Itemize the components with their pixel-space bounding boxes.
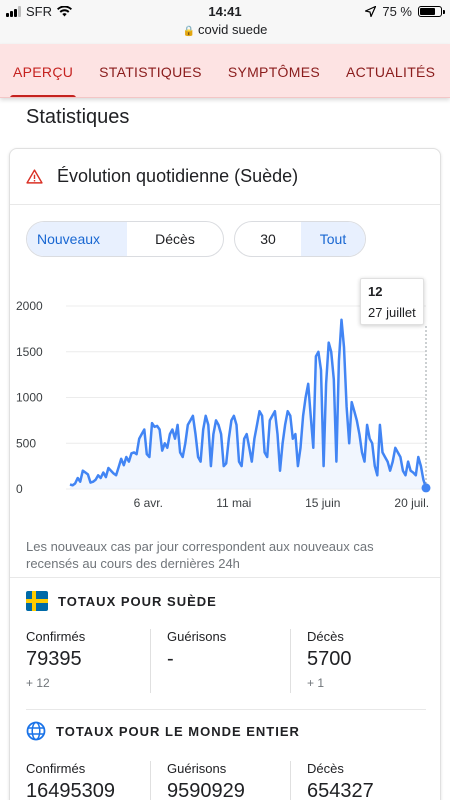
battery-icon	[418, 6, 445, 17]
y-tick-label: 2000	[16, 299, 43, 313]
daily-evolution-card: Évolution quotidienne (Suède) Nouveaux c…	[9, 148, 441, 800]
toggle-30-days[interactable]: 30 jours	[260, 231, 276, 247]
battery-percent: 75 %	[382, 4, 412, 19]
tab-bar: APERÇU STATISTIQUES SYMPTÔMES ACTUALITÉS…	[0, 44, 450, 98]
tab-statistiques[interactable]: STATISTIQUES	[99, 64, 202, 80]
totals-world-header: TOTAUX POUR LE MONDE ENTIER	[26, 721, 300, 741]
divider	[26, 709, 426, 710]
tab-actualites[interactable]: ACTUALITÉS	[345, 64, 436, 80]
stat-value: 9590929	[167, 780, 245, 800]
stat-deaths: Décès 5700 + 1	[290, 629, 430, 693]
stat-value: 79395	[26, 648, 82, 670]
stat-deaths: Décès 654327	[290, 761, 430, 800]
stat-label: Guérisons	[167, 629, 227, 644]
stat-value: 16495309	[26, 780, 115, 800]
card-header: Évolution quotidienne (Suède)	[10, 149, 440, 205]
stat-confirmed: Confirmés 16495309	[10, 761, 150, 800]
x-tick-label: 6 avr.	[134, 496, 163, 510]
card-title: Évolution quotidienne (Suède)	[57, 166, 299, 186]
totals-sweden-title: TOTAUX POUR SUÈDE	[58, 593, 217, 609]
stat-label: Guérisons	[167, 761, 227, 776]
totals-world-title: TOTAUX POUR LE MONDE ENTIER	[56, 723, 300, 739]
totals-sweden-stats: Confirmés 79395 + 12 Guérisons - Décès 5…	[10, 629, 440, 693]
signal-icon	[6, 6, 21, 17]
toggle-deaths[interactable]: Décès	[155, 231, 195, 247]
x-tick-label: 11 mai	[216, 496, 251, 510]
stat-delta: + 1	[307, 676, 325, 690]
toggle-new-cases[interactable]: Nouveaux cas	[27, 222, 127, 256]
totals-world-stats: Confirmés 16495309 Guérisons 9590929 Déc…	[10, 761, 440, 800]
chart-filters: Nouveaux cas Décès 30 jours Tout	[26, 221, 366, 257]
highlight-point	[421, 483, 431, 493]
y-tick-label: 1000	[16, 391, 43, 405]
section-title: Statistiques	[26, 106, 130, 128]
stat-label: Confirmés	[26, 761, 86, 776]
lock-icon: 🔒	[182, 26, 196, 37]
stat-delta: + 12	[26, 676, 50, 690]
stat-value: 654327	[307, 780, 374, 800]
location-arrow-icon	[365, 6, 377, 17]
tab-symptomes[interactable]: SYMPTÔMES	[227, 64, 320, 80]
x-tick-label: 20 juil.	[394, 496, 429, 510]
tab-apercu[interactable]: APERÇU	[0, 44, 86, 97]
tooltip-date: 27 juillet	[368, 305, 416, 320]
url-text: covid suede	[198, 22, 268, 37]
metric-toggle: Nouveaux cas Décès	[26, 221, 224, 257]
y-tick-label: 500	[16, 436, 36, 450]
tooltip-value: 12	[368, 284, 383, 299]
stat-label: Confirmés	[26, 629, 86, 644]
totals-sweden-header: TOTAUX POUR SUÈDE	[26, 591, 217, 611]
wifi-icon	[57, 6, 72, 17]
stat-label: Décès	[307, 761, 344, 776]
y-tick-label: 1500	[16, 345, 43, 359]
toggle-all[interactable]: Tout	[301, 222, 365, 256]
clock: 14:41	[208, 4, 242, 19]
chart-tooltip: 12 27 juillet	[360, 278, 424, 325]
stat-value: 5700	[307, 648, 352, 670]
x-tick-label: 15 juin	[305, 496, 340, 510]
range-toggle: 30 jours Tout	[234, 221, 366, 257]
carrier-name: SFR	[26, 4, 52, 19]
stat-recovered: Guérisons -	[150, 629, 290, 693]
y-tick-label: 0	[16, 482, 23, 496]
divider	[10, 577, 440, 578]
series-line	[69, 318, 428, 489]
address-bar[interactable]: 🔒 covid suede	[0, 20, 450, 44]
stat-recovered: Guérisons 9590929	[150, 761, 290, 800]
status-bar: SFR 14:41 75 %	[0, 0, 450, 22]
stat-confirmed: Confirmés 79395 + 12	[10, 629, 150, 693]
warning-icon	[26, 169, 43, 184]
chart-note: Les nouveaux cas par jour correspondent …	[26, 539, 374, 571]
sweden-flag-icon	[26, 591, 48, 611]
stat-value: -	[167, 648, 174, 670]
stat-label: Décès	[307, 629, 344, 644]
globe-icon	[26, 721, 46, 741]
